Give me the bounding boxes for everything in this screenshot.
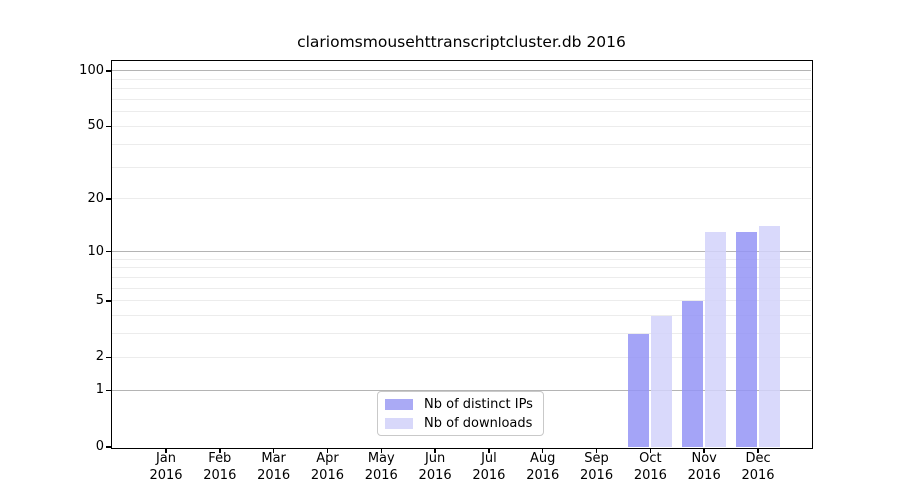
x-tick	[488, 448, 490, 453]
x-tick	[649, 448, 652, 453]
y-tick	[106, 356, 112, 359]
x-tick-year: 2016	[633, 467, 667, 483]
gridline-minor	[112, 99, 811, 101]
y-tick-label: 2	[95, 349, 104, 365]
y-tick-label: 50	[87, 118, 104, 134]
legend: Nb of distinct IPs Nb of downloads	[377, 391, 544, 436]
gridline-minor	[112, 88, 811, 90]
x-tick	[165, 448, 167, 453]
x-tick-label: Mar 2016	[242, 451, 306, 484]
gridline-minor	[112, 300, 811, 302]
x-tick	[272, 448, 275, 453]
x-tick-year: 2016	[418, 467, 452, 483]
x-tick-month: Sep	[584, 451, 609, 466]
x-tick-year: 2016	[741, 467, 775, 483]
x-tick-year: 2016	[687, 467, 721, 483]
y-tick	[106, 70, 112, 72]
x-tick-label: Apr 2016	[295, 451, 359, 484]
x-tick	[595, 448, 598, 453]
bar-nb-of-downloads	[759, 226, 781, 447]
gridline-major	[112, 70, 811, 72]
x-tick	[380, 448, 383, 453]
x-tick-month: Jul	[481, 451, 497, 466]
gridline-minor	[112, 356, 811, 358]
x-tick-label: Jan 2016	[134, 451, 198, 484]
plot-area	[112, 61, 811, 447]
gridline-major	[112, 251, 811, 253]
gridline-minor	[112, 333, 811, 335]
x-tick-month: Nov	[691, 451, 717, 466]
bar-nb-of-distinct-ips	[682, 300, 704, 447]
x-tick-month: May	[367, 451, 395, 466]
x-tick-label: Jun 2016	[403, 451, 467, 484]
legend-swatch-nb-of-downloads	[385, 417, 413, 429]
x-tick-year: 2016	[526, 467, 560, 483]
legend-label-nb-of-distinct-ips: Nb of distinct IPs	[424, 396, 533, 412]
x-tick-label: Nov 2016	[672, 451, 736, 484]
x-tick-label: Feb 2016	[188, 451, 252, 484]
bar-nb-of-distinct-ips	[736, 231, 758, 447]
x-tick-year: 2016	[472, 467, 506, 483]
x-tick-label: Dec 2016	[726, 451, 790, 484]
x-tick-year: 2016	[364, 467, 398, 483]
x-tick	[434, 448, 436, 453]
x-tick-label: Oct 2016	[618, 451, 682, 484]
x-tick	[541, 448, 544, 453]
bar-nb-of-downloads	[651, 315, 673, 447]
x-tick-year: 2016	[310, 467, 344, 483]
legend-item-nb-of-distinct-ips: Nb of distinct IPs	[385, 397, 543, 412]
x-tick-year: 2016	[203, 467, 237, 483]
gridline-minor	[112, 143, 811, 145]
y-tick-label: 0	[95, 439, 104, 454]
x-tick-label: Sep 2016	[565, 451, 629, 484]
gridline-minor	[112, 276, 811, 278]
bar-nb-of-distinct-ips	[628, 333, 650, 447]
legend-item-nb-of-downloads: Nb of downloads	[385, 416, 543, 431]
y-tick-label: 5	[95, 292, 104, 308]
legend-label-nb-of-downloads: Nb of downloads	[424, 415, 533, 431]
x-tick-month: Feb	[208, 451, 232, 466]
x-tick	[219, 448, 221, 453]
gridline-minor	[112, 166, 811, 168]
gridline-minor	[112, 287, 811, 289]
x-tick	[703, 448, 705, 453]
gridline-minor	[112, 258, 811, 260]
gridline-minor	[112, 315, 811, 317]
gridline-minor	[112, 267, 811, 269]
y-tick	[106, 250, 112, 253]
chart-title: clariomsmousehttranscriptcluster.db 2016	[297, 33, 626, 51]
x-tick	[757, 448, 759, 453]
x-tick-label: Jul 2016	[457, 451, 521, 484]
y-tick-label: 20	[87, 190, 104, 206]
x-tick	[326, 448, 329, 453]
y-tick	[106, 125, 112, 128]
legend-swatch-nb-of-distinct-ips	[385, 398, 413, 410]
y-tick-label: 100	[79, 62, 104, 78]
gridline-minor	[112, 111, 811, 113]
x-tick-year: 2016	[149, 467, 183, 483]
gridline-minor	[112, 198, 811, 200]
x-tick-year: 2016	[580, 467, 614, 483]
y-tick	[106, 300, 112, 302]
bar-nb-of-downloads	[705, 231, 727, 447]
x-tick-month: Aug	[530, 451, 556, 466]
x-tick-year: 2016	[257, 467, 291, 483]
y-tick-label: 1	[95, 382, 104, 398]
y-tick	[106, 389, 112, 392]
x-tick-month: Oct	[639, 451, 662, 466]
x-tick-month: Jun	[424, 451, 446, 466]
y-tick	[106, 198, 112, 200]
gridline-major	[112, 389, 811, 391]
x-tick-month: Jan	[155, 451, 177, 466]
y-tick	[106, 446, 112, 448]
x-tick-month: Dec	[745, 451, 771, 466]
gridline-minor	[112, 125, 811, 127]
x-tick-label: Aug 2016	[511, 451, 575, 484]
x-tick-month: Mar	[261, 451, 286, 466]
x-tick-month: Apr	[316, 451, 339, 466]
x-tick-label: May 2016	[349, 451, 413, 484]
gridline-minor	[112, 78, 811, 80]
y-tick-label: 10	[87, 243, 104, 259]
